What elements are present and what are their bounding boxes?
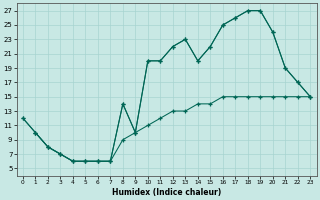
X-axis label: Humidex (Indice chaleur): Humidex (Indice chaleur) — [112, 188, 221, 197]
